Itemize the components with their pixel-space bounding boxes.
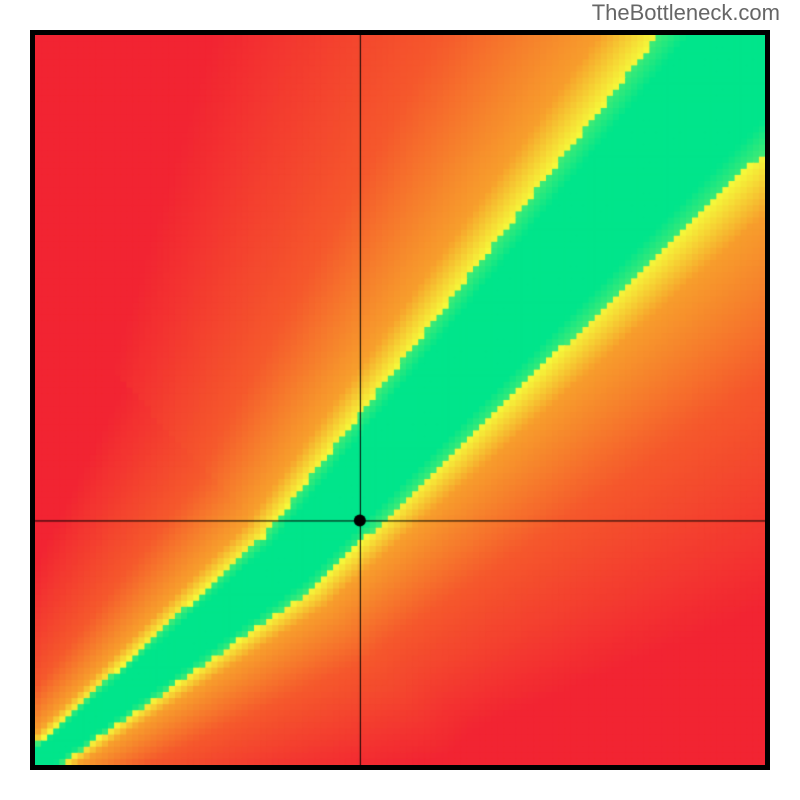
plot-frame bbox=[30, 30, 770, 770]
chart-container: TheBottleneck.com bbox=[0, 0, 800, 800]
watermark-text: TheBottleneck.com bbox=[592, 0, 780, 26]
heatmap-canvas bbox=[35, 35, 765, 765]
